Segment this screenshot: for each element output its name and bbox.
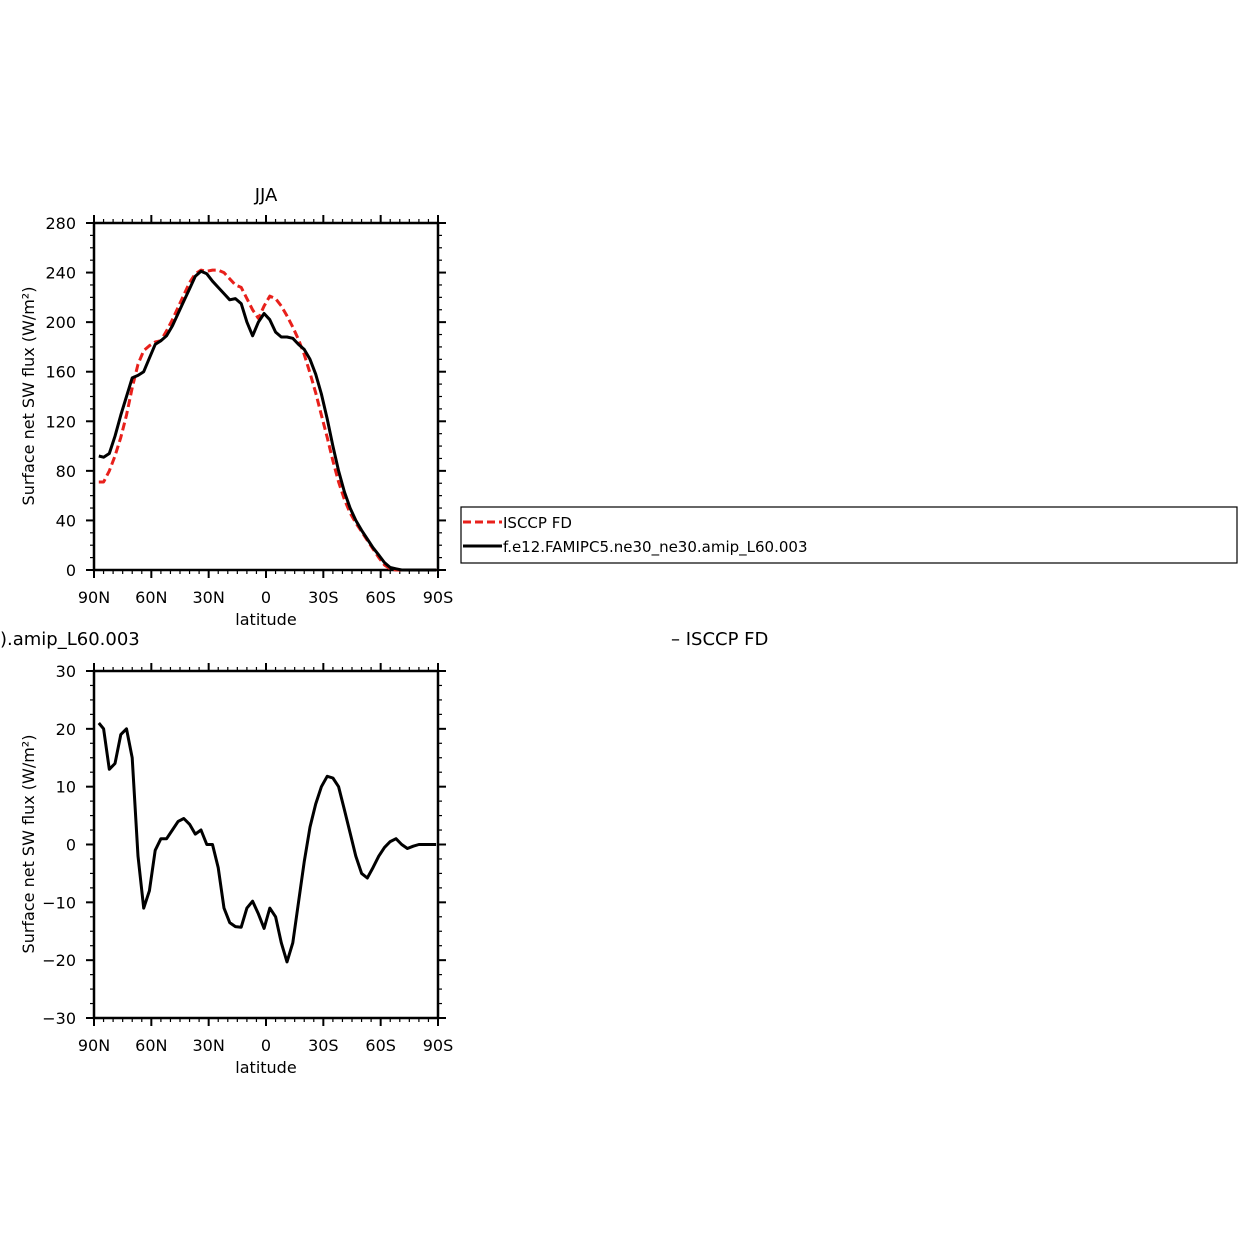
top-x-tick-label: 60N xyxy=(135,588,167,607)
top-y-tick-label: 120 xyxy=(45,412,76,431)
bottom-x-tick-label: 30N xyxy=(193,1036,225,1055)
bottom-y-tick-label: −30 xyxy=(42,1009,76,1028)
legend-label-model: f.e12.FAMIPC5.ne30_ne30.amip_L60.003 xyxy=(503,538,808,557)
top-y-tick-label: 200 xyxy=(45,313,76,332)
top-x-tick-label: 60S xyxy=(365,588,396,607)
bottom-series-line-0 xyxy=(97,722,437,964)
top-x-tick-label: 0 xyxy=(261,588,271,607)
bottom-chart-axes: 90N 60N 30N 0 30S 60S 90S −30 −20 −10 0 10 20 30 xyxy=(42,662,453,1055)
legend: ISCCP FD f.e12.FAMIPC5.ne30_ne30.amip_L6… xyxy=(460,506,1238,564)
bottom-y-tick-label: −20 xyxy=(42,951,76,970)
bottom-y-tick-label: −10 xyxy=(42,893,76,912)
bottom-panel: ).amip_L60.003 – ISCCP FD 90N 60N 30N 0 30S 6… xyxy=(0,629,768,1077)
bottom-x-tick-label: 30S xyxy=(308,1036,339,1055)
bottom-y-tick-label: 10 xyxy=(56,778,76,797)
top-series-line-1 xyxy=(98,269,437,572)
top-y-tick-label: 280 xyxy=(45,214,76,233)
top-y-tick-label: 160 xyxy=(45,363,76,382)
bottom-x-tick-label: 60S xyxy=(365,1036,396,1055)
top-chart-xlabel: latitude xyxy=(235,610,296,629)
top-plot-frame xyxy=(92,221,440,572)
top-y-tick-label: 0 xyxy=(66,561,76,580)
top-series-line-0 xyxy=(98,268,437,572)
bottom-chart-xlabel: latitude xyxy=(235,1058,296,1077)
bottom-chart-title-right: – ISCCP FD xyxy=(671,629,768,650)
top-x-tick-label: 30N xyxy=(193,588,225,607)
bottom-x-tick-label: 90N xyxy=(78,1036,110,1055)
top-x-tick-label: 90S xyxy=(423,588,454,607)
bottom-y-tick-label: 0 xyxy=(66,836,76,855)
top-chart-title: JJA xyxy=(254,185,278,206)
bottom-chart-series xyxy=(97,722,437,964)
bottom-x-tick-label: 0 xyxy=(261,1036,271,1055)
legend-box xyxy=(460,506,1238,564)
bottom-chart-title: ).amip_L60.003 xyxy=(0,629,140,650)
top-y-tick-label: 80 xyxy=(56,462,76,481)
top-chart-series xyxy=(98,268,437,572)
bottom-chart-ylabel: Surface net SW flux (W/m²) xyxy=(19,735,38,954)
top-y-tick-label: 240 xyxy=(45,264,76,283)
top-panel: JJA 90N 60N 30N 0 30S 60S 90S 0 40 80 120 160 200 240… xyxy=(19,185,453,629)
top-x-tick-label: 90N xyxy=(78,588,110,607)
top-y-tick-label: 40 xyxy=(56,511,76,530)
bottom-x-tick-label: 90S xyxy=(423,1036,454,1055)
top-chart-ylabel: Surface net SW flux (W/m²) xyxy=(19,287,38,506)
bottom-x-tick-label: 60N xyxy=(135,1036,167,1055)
bottom-y-tick-label: 20 xyxy=(56,720,76,739)
legend-label-isccp: ISCCP FD xyxy=(503,514,572,532)
bottom-y-tick-label: 30 xyxy=(56,662,76,681)
top-x-tick-label: 30S xyxy=(308,588,339,607)
top-chart-axes: 90N 60N 30N 0 30S 60S 90S 0 40 80 120 160 200 240 280 xyxy=(45,214,453,607)
